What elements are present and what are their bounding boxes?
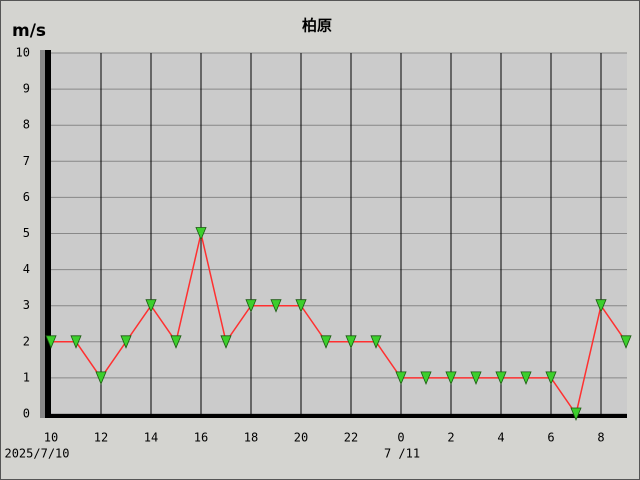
marker bbox=[620, 335, 632, 349]
date-label: 2025/7/10 bbox=[4, 447, 69, 461]
date-label: 7 /11 bbox=[384, 447, 420, 461]
x-tick-label: 14 bbox=[144, 431, 158, 445]
marker bbox=[195, 227, 207, 241]
marker bbox=[445, 371, 457, 385]
marker bbox=[470, 371, 482, 385]
marker bbox=[395, 371, 407, 385]
x-tick-label: 0 bbox=[397, 431, 404, 445]
marker bbox=[345, 335, 357, 349]
marker bbox=[245, 299, 257, 313]
line bbox=[51, 233, 627, 416]
y-tick-label: 2 bbox=[23, 334, 30, 348]
y-tick-label: 9 bbox=[23, 82, 30, 96]
y-tick-label: 7 bbox=[23, 154, 30, 168]
marker bbox=[595, 299, 607, 313]
marker bbox=[520, 371, 532, 385]
marker bbox=[570, 407, 582, 422]
marker bbox=[495, 371, 507, 385]
x-tick-label: 8 bbox=[597, 431, 604, 445]
chart-title: 柏原 bbox=[302, 17, 332, 35]
x-tick-label: 18 bbox=[244, 431, 258, 445]
y-tick-label: 5 bbox=[23, 226, 30, 240]
y-tick-label: 8 bbox=[23, 118, 30, 132]
x-tick-label: 10 bbox=[44, 431, 58, 445]
marker bbox=[295, 299, 307, 313]
y-unit: m/s bbox=[12, 21, 46, 41]
marker bbox=[370, 335, 382, 349]
marker bbox=[95, 371, 107, 385]
marker bbox=[145, 299, 157, 313]
y-tick-label: 0 bbox=[23, 407, 30, 421]
x-tick-label: 6 bbox=[547, 431, 554, 445]
x-axis bbox=[45, 414, 627, 418]
x-tick-label: 2 bbox=[447, 431, 454, 445]
marker bbox=[270, 299, 282, 313]
marker bbox=[45, 335, 57, 349]
marker bbox=[120, 335, 132, 349]
x-tick-label: 12 bbox=[94, 431, 108, 445]
marker bbox=[70, 335, 82, 349]
x-tick-label: 22 bbox=[344, 431, 358, 445]
y-tick-label: 4 bbox=[23, 262, 30, 276]
x-tick-label: 20 bbox=[294, 431, 308, 445]
marker bbox=[170, 335, 182, 349]
y-tick-label: 3 bbox=[23, 298, 30, 312]
y-axis bbox=[45, 50, 51, 418]
x-tick-label: 16 bbox=[194, 431, 208, 445]
marker bbox=[420, 371, 432, 385]
y-tick-label: 6 bbox=[23, 190, 30, 204]
y-tick-label: 10 bbox=[16, 46, 30, 60]
marker bbox=[220, 335, 232, 349]
marker bbox=[320, 335, 332, 349]
x-tick-label: 4 bbox=[497, 431, 504, 445]
marker bbox=[545, 371, 557, 385]
y-tick-label: 1 bbox=[23, 370, 30, 384]
axis-shadow bbox=[40, 50, 46, 418]
